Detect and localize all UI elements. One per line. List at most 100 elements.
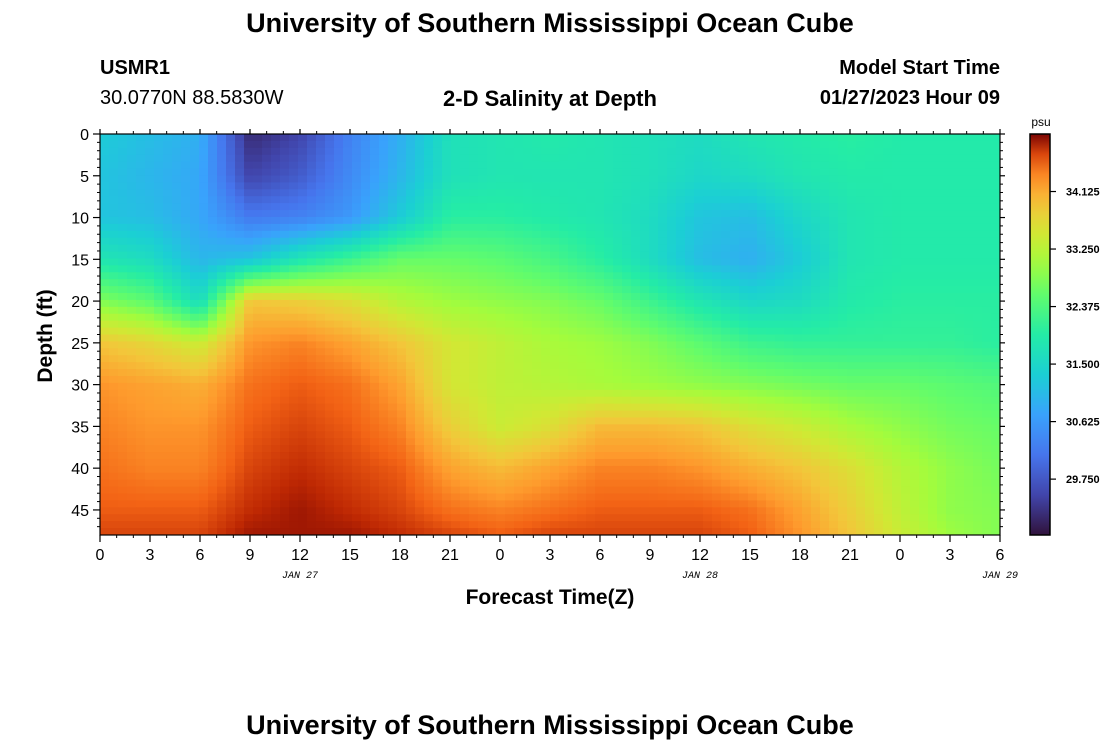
heatmap-cell [784, 334, 794, 343]
heatmap-cell [235, 362, 245, 370]
heatmap-cell [181, 189, 191, 197]
heatmap-cell [253, 265, 263, 273]
heatmap-cell [343, 196, 353, 204]
heatmap-cell [532, 161, 542, 170]
heatmap-cell [505, 382, 515, 391]
heatmap-cell [973, 403, 983, 412]
heatmap-cell [109, 445, 119, 453]
heatmap-cell [640, 362, 650, 370]
heatmap-cell [946, 396, 956, 405]
heatmap-cell [892, 161, 902, 170]
heatmap-cell [784, 410, 794, 419]
heatmap-cell [154, 458, 164, 467]
heatmap-cell [604, 161, 614, 170]
heatmap-cell [244, 140, 254, 149]
heatmap-cell [451, 396, 461, 405]
heatmap-cell [838, 320, 848, 329]
heatmap-cell [388, 410, 398, 419]
heatmap-cell [712, 189, 722, 197]
heatmap-cell [982, 369, 992, 377]
heatmap-cell [757, 320, 767, 329]
heatmap-cell [595, 465, 605, 474]
heatmap-cell [883, 237, 893, 246]
heatmap-cell [820, 465, 830, 474]
heatmap-cell [901, 452, 911, 460]
heatmap-cell [595, 369, 605, 377]
heatmap-cell [586, 465, 596, 474]
heatmap-cell [955, 286, 965, 294]
heatmap-cell [955, 299, 965, 308]
heatmap-cell [829, 375, 839, 384]
heatmap-cell [640, 216, 650, 225]
heatmap-cell [298, 334, 308, 343]
heatmap-cell [973, 410, 983, 419]
heatmap-cell [865, 168, 875, 177]
heatmap-cell [550, 445, 560, 453]
heatmap-cell [469, 161, 479, 170]
heatmap-cell [937, 265, 947, 273]
heatmap-cell [325, 182, 335, 190]
heatmap-cell [271, 348, 281, 356]
heatmap-cell [379, 396, 389, 405]
heatmap-cell [118, 389, 128, 398]
heatmap-cell [856, 348, 866, 356]
heatmap-cell [802, 410, 812, 419]
heatmap-cell [757, 465, 767, 474]
heatmap-cell [415, 472, 425, 481]
heatmap-cell [388, 237, 398, 246]
heatmap-cell [208, 424, 218, 432]
heatmap-cell [874, 223, 884, 232]
heatmap-cell [649, 161, 659, 170]
heatmap-cell [703, 396, 713, 405]
heatmap-cell [334, 216, 344, 225]
heatmap-cell [892, 189, 902, 197]
heatmap-cell [415, 258, 425, 266]
heatmap-cell [901, 203, 911, 211]
heatmap-cell [433, 458, 443, 467]
heatmap-cell [568, 465, 578, 474]
heatmap-cell [640, 168, 650, 177]
heatmap-cell [766, 299, 776, 308]
heatmap-cell [415, 452, 425, 460]
heatmap-cell [253, 175, 263, 183]
heatmap-cell [631, 355, 641, 363]
heatmap-cell [910, 210, 920, 218]
heatmap-cell [460, 189, 470, 197]
heatmap-cell [244, 251, 254, 260]
heatmap-cell [505, 196, 515, 204]
heatmap-cell [712, 272, 722, 280]
heatmap-cell [487, 161, 497, 170]
heatmap-cell [586, 458, 596, 467]
heatmap-cell [910, 265, 920, 273]
heatmap-cell [217, 396, 227, 405]
heatmap-cell [235, 168, 245, 177]
heatmap-cell [100, 431, 110, 439]
heatmap-cell [586, 431, 596, 439]
heatmap-cell [100, 458, 110, 467]
heatmap-cell [388, 362, 398, 370]
heatmap-cell [703, 216, 713, 225]
heatmap-cell [694, 355, 704, 363]
heatmap-cell [991, 458, 1000, 467]
heatmap-cell [658, 431, 668, 439]
heatmap-cell [118, 210, 128, 218]
heatmap-cell [928, 237, 938, 246]
heatmap-cell [622, 196, 632, 204]
heatmap-cell [685, 355, 695, 363]
heatmap-cell [343, 258, 353, 266]
heatmap-cell [469, 341, 479, 349]
heatmap-cell [370, 410, 380, 419]
heatmap-cell [694, 210, 704, 218]
heatmap-cell [937, 389, 947, 398]
heatmap-cell [262, 431, 272, 439]
heatmap-cell [865, 410, 875, 419]
heatmap-cell [694, 182, 704, 190]
heatmap-cell [829, 334, 839, 343]
heatmap-cell [226, 279, 236, 287]
heatmap-cell [748, 389, 758, 398]
heatmap-cell [154, 445, 164, 453]
heatmap-cell [406, 320, 416, 329]
heatmap-cell [622, 299, 632, 308]
heatmap-cell [577, 230, 587, 239]
heatmap-cell [721, 313, 731, 322]
